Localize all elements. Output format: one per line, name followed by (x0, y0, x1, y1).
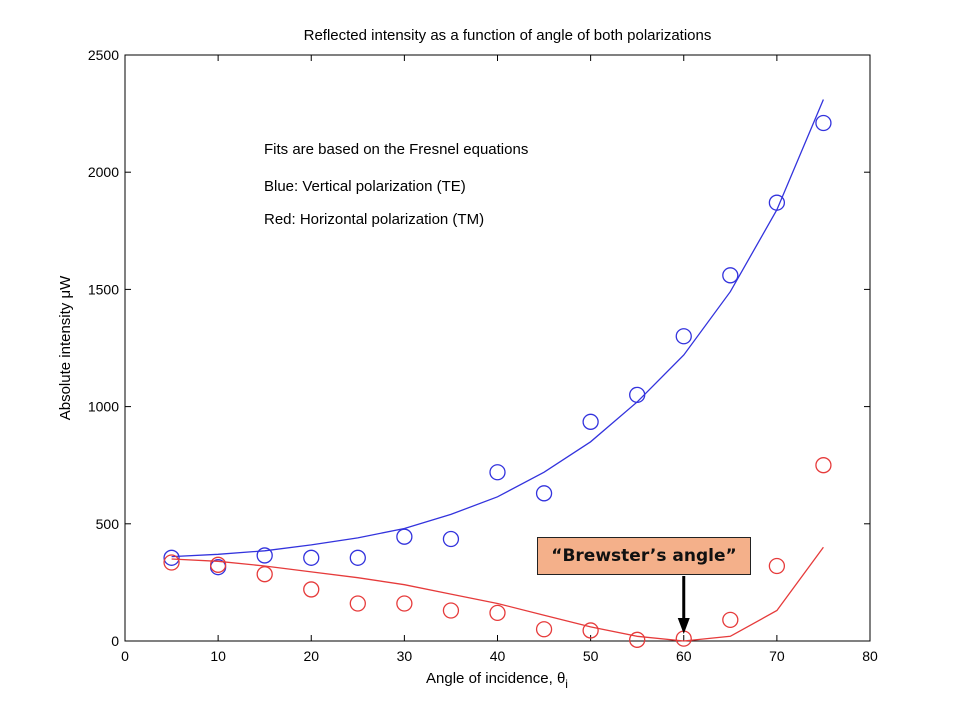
fit-line-series-1 (171, 99, 824, 558)
data-point-series-2 (815, 457, 832, 474)
x-tick-label: 30 (397, 648, 413, 664)
fit-annotation-text: Blue: Vertical polarization (TE) (264, 178, 466, 195)
y-axis-label: Absolute intensity μW (57, 275, 74, 420)
x-tick-label: 50 (583, 648, 599, 664)
data-point-series-2 (163, 554, 180, 571)
brewster-angle-callout: “Brewster’s angle” (537, 537, 751, 575)
data-point-series-2 (349, 595, 366, 612)
y-tick-label: 1500 (88, 281, 119, 297)
callout-arrow-head (677, 618, 690, 634)
brewster-angle-label: “Brewster’s angle” (551, 546, 737, 566)
x-tick-label: 40 (490, 648, 506, 664)
x-tick-label: 10 (210, 648, 226, 664)
fit-line-series-3 (171, 546, 824, 642)
data-point-series-0 (163, 549, 180, 566)
x-axis-label-subscript: i (565, 677, 568, 691)
data-point-series-2 (582, 622, 599, 639)
data-point-series-2 (209, 556, 227, 573)
y-tick-label: 0 (111, 633, 119, 649)
y-tick-label: 2500 (88, 47, 119, 63)
x-tick-label: 70 (769, 648, 785, 664)
data-point-series-2 (396, 595, 413, 612)
data-point-series-0 (442, 530, 460, 548)
data-point-series-0 (489, 464, 506, 481)
data-point-series-0 (396, 528, 413, 545)
data-point-series-0 (675, 328, 692, 345)
x-tick-label: 0 (121, 648, 129, 664)
data-point-series-2 (442, 602, 460, 619)
x-tick-label: 20 (303, 648, 319, 664)
x-tick-label: 60 (676, 648, 692, 664)
data-point-series-2 (722, 611, 739, 629)
data-point-series-0 (256, 547, 273, 564)
x-axis-label: Angle of incidence, θi (426, 670, 568, 691)
data-point-series-2 (256, 566, 273, 583)
data-point-series-0 (815, 114, 832, 132)
data-point-series-2 (535, 621, 553, 638)
data-point-series-0 (629, 386, 646, 404)
data-point-series-2 (303, 581, 320, 598)
data-point-series-0 (349, 549, 366, 566)
y-tick-label: 1000 (88, 399, 119, 415)
data-point-series-0 (722, 267, 739, 284)
y-tick-label: 2000 (88, 164, 119, 180)
chart-title: Reflected intensity as a function of ang… (304, 27, 712, 44)
data-point-series-2 (629, 631, 646, 648)
x-tick-label: 80 (862, 648, 878, 664)
data-point-series-2 (489, 604, 506, 622)
data-point-series-2 (768, 557, 786, 575)
fit-annotation-text: Fits are based on the Fresnel equations (264, 141, 528, 158)
data-point-series-0 (303, 549, 320, 566)
data-point-series-0 (535, 485, 553, 502)
y-tick-label: 500 (96, 516, 120, 532)
x-axis-label-main: Angle of incidence, θ (426, 670, 565, 687)
data-point-series-0 (582, 413, 599, 430)
fit-annotation-text: Red: Horizontal polarization (TM) (264, 211, 484, 228)
